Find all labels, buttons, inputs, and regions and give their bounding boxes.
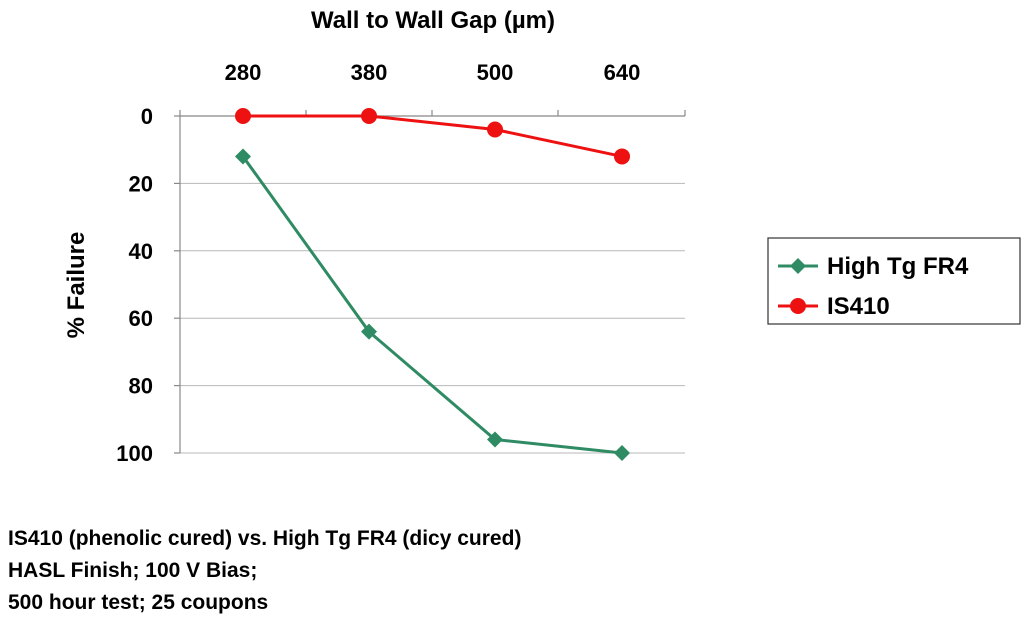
data-point-is410-280 bbox=[235, 108, 251, 124]
y-tick-label-20: 20 bbox=[129, 171, 153, 196]
y-tick-label-40: 40 bbox=[129, 239, 153, 264]
data-point-high-tg-fr4-640 bbox=[614, 445, 630, 461]
caption-line-1: IS410 (phenolic cured) vs. High Tg FR4 (… bbox=[8, 527, 522, 550]
data-point-high-tg-fr4-380 bbox=[361, 323, 377, 340]
x-tick-label-380: 380 bbox=[351, 60, 388, 85]
y-tick-label-60: 60 bbox=[129, 306, 153, 331]
y-tick-label-100: 100 bbox=[116, 441, 153, 466]
legend-marker-is410 bbox=[790, 298, 806, 314]
data-point-is410-640 bbox=[614, 148, 630, 165]
gridlines bbox=[180, 182, 685, 454]
data-point-high-tg-fr4-500 bbox=[487, 431, 503, 448]
tick-labels: 0 20 40 60 80 100 280 380 500 640 bbox=[116, 60, 640, 466]
legend-label-high-tg-fr4: High Tg FR4 bbox=[827, 253, 969, 280]
data-point-is410-500 bbox=[487, 121, 503, 138]
caption-line-3: 500 hour test; 25 coupons bbox=[8, 591, 269, 614]
x-axis-title: Wall to Wall Gap (µm) bbox=[311, 7, 555, 34]
legend-marker-high-tg-fr4 bbox=[790, 258, 806, 274]
y-tick-label-0: 0 bbox=[141, 104, 153, 129]
caption-line-2: HASL Finish; 100 V Bias; bbox=[8, 559, 258, 582]
x-tick-label-640: 640 bbox=[604, 60, 641, 85]
legend-label-is410: IS410 bbox=[827, 293, 890, 320]
series-line-is410 bbox=[243, 114, 623, 158]
series bbox=[235, 108, 630, 461]
data-point-high-tg-fr4-280 bbox=[235, 148, 251, 165]
y-axis-title: % Failure bbox=[63, 232, 90, 339]
axes bbox=[174, 110, 686, 454]
x-tick-label-500: 500 bbox=[477, 60, 514, 85]
y-tick-label-80: 80 bbox=[129, 374, 153, 399]
data-point-is410-380 bbox=[361, 108, 377, 124]
legend-box bbox=[767, 237, 1021, 325]
x-tick-label-280: 280 bbox=[225, 60, 262, 85]
series-line-high-tg-fr4 bbox=[241, 155, 623, 455]
legend: High Tg FR4 IS410 bbox=[767, 237, 1021, 325]
